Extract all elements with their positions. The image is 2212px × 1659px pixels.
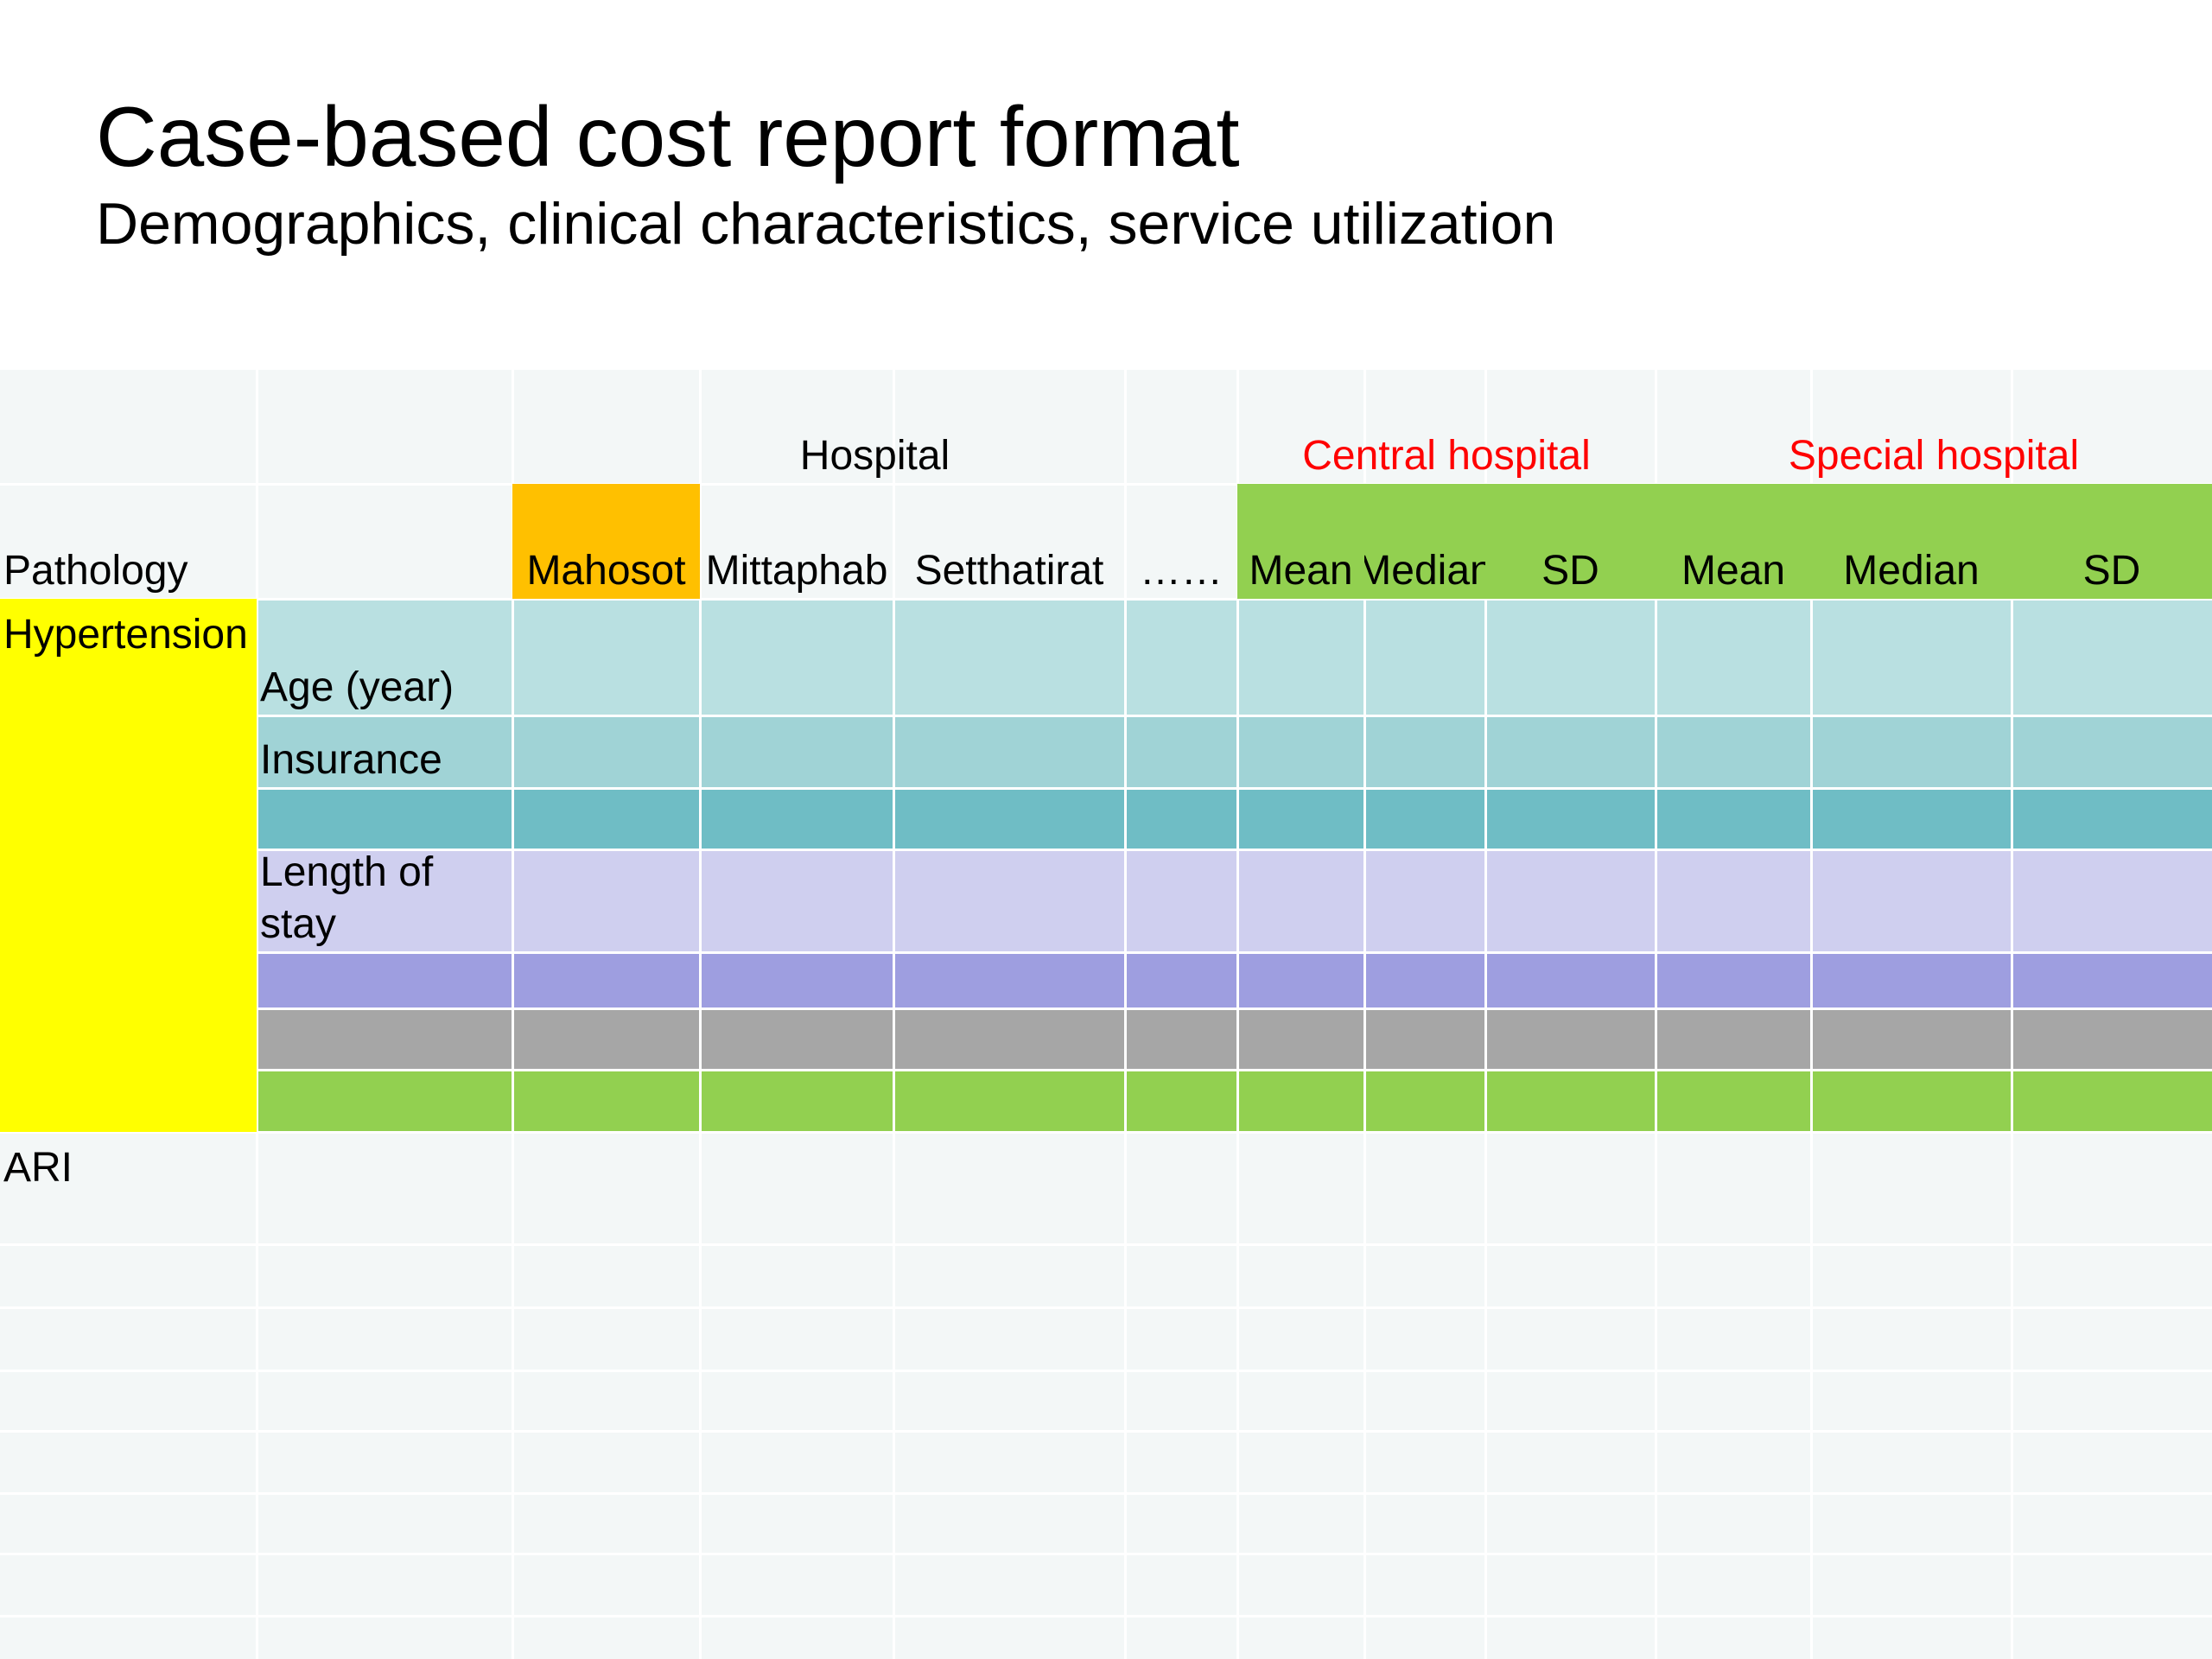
grid-line-horizontal [0, 951, 2212, 954]
grid-line-horizontal [0, 598, 2212, 601]
data-row-fill [257, 599, 2212, 715]
pathology-header: Pathology [3, 548, 188, 594]
pathology-hypertension: Hypertension [3, 612, 248, 658]
grid-line-horizontal [0, 715, 2212, 717]
column-header-hospital: Mittaphab [705, 548, 888, 594]
grid-line-vertical [2011, 370, 2013, 1659]
slide-subtitle: Demographics, clinical characteristics, … [96, 191, 1556, 257]
grid-line-horizontal [0, 1492, 2212, 1495]
column-header-stat: Mean [1656, 484, 1811, 599]
grid-line-horizontal [0, 1370, 2212, 1372]
column-header-stat: Mean [1237, 484, 1364, 599]
grid-line-horizontal [0, 1131, 2212, 1134]
column-header-hospital: Setthatirat [914, 548, 1104, 594]
data-row-fill [257, 788, 2212, 849]
grid-line-vertical [699, 370, 702, 1659]
grid-line-horizontal [0, 1430, 2212, 1433]
grid-line-horizontal [0, 1306, 2212, 1309]
column-header-hospital: Mahosot [512, 484, 700, 599]
grid-line-vertical [1655, 370, 1657, 1659]
grid-line-vertical [1363, 370, 1366, 1659]
grid-line-vertical [1236, 370, 1239, 1659]
column-header-hospital: …… [1140, 548, 1223, 594]
pathology-ari: ARI [3, 1145, 73, 1191]
column-header-stat: Median [1364, 484, 1485, 599]
grid-line-vertical [256, 370, 258, 1659]
data-row-fill [257, 715, 2212, 788]
slide-title: Case-based cost report format [96, 89, 1240, 184]
column-header-stat: SD [2012, 484, 2212, 599]
column-header-stat: Median [1811, 484, 2012, 599]
data-row-fill [257, 849, 2212, 952]
row-label: Insurance [260, 737, 442, 783]
grid-line-vertical [1810, 370, 1813, 1659]
grid-line-horizontal [0, 1069, 2212, 1071]
data-row-fill [257, 1070, 2212, 1132]
grid-line-vertical [1484, 370, 1487, 1659]
column-header-stat: SD [1485, 484, 1656, 599]
data-row-fill [257, 1008, 2212, 1070]
data-row-fill [257, 952, 2212, 1008]
group-header-central-hospital: Central hospital [1302, 433, 1591, 479]
grid-line-vertical [512, 370, 514, 1659]
row-label: Age (year) [260, 664, 454, 710]
grid-line-horizontal [0, 1243, 2212, 1246]
row-label: Length of stay [260, 849, 434, 947]
group-header-special-hospital: Special hospital [1788, 433, 2080, 479]
grid-line-vertical [1124, 370, 1127, 1659]
grid-line-horizontal [0, 1615, 2212, 1618]
pathology-highlight [0, 599, 257, 1132]
grid-line-horizontal [0, 1553, 2212, 1555]
grid-line-horizontal [0, 1007, 2212, 1010]
grid-line-horizontal [0, 483, 2212, 486]
group-header-hospital: Hospital [799, 433, 950, 479]
cost-report-table: Hospital Central hospital Special hospital… [0, 370, 2212, 1659]
grid-line-horizontal [0, 849, 2212, 851]
grid-line-vertical [893, 370, 895, 1659]
grid-line-horizontal [0, 787, 2212, 790]
